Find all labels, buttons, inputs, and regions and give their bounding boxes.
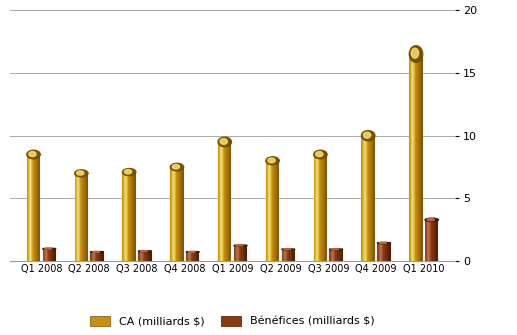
Ellipse shape bbox=[172, 164, 179, 169]
Ellipse shape bbox=[123, 169, 136, 176]
Ellipse shape bbox=[409, 46, 423, 62]
Ellipse shape bbox=[27, 150, 40, 159]
Ellipse shape bbox=[218, 137, 232, 147]
Ellipse shape bbox=[314, 150, 327, 159]
Ellipse shape bbox=[315, 151, 323, 157]
Ellipse shape bbox=[138, 251, 151, 252]
Ellipse shape bbox=[268, 158, 275, 163]
Ellipse shape bbox=[329, 249, 343, 250]
Ellipse shape bbox=[234, 245, 247, 246]
Ellipse shape bbox=[284, 249, 291, 250]
Ellipse shape bbox=[125, 170, 132, 174]
Ellipse shape bbox=[377, 242, 391, 244]
Ellipse shape bbox=[170, 163, 184, 171]
Ellipse shape bbox=[140, 251, 147, 252]
Ellipse shape bbox=[379, 243, 387, 244]
Ellipse shape bbox=[42, 248, 56, 249]
Legend: CA (milliards $), Bénéfices (milliards $): CA (milliards $), Bénéfices (milliards $… bbox=[86, 312, 379, 331]
Ellipse shape bbox=[411, 48, 419, 58]
Ellipse shape bbox=[266, 157, 279, 165]
Ellipse shape bbox=[77, 171, 84, 175]
Ellipse shape bbox=[363, 132, 371, 138]
Ellipse shape bbox=[44, 248, 52, 249]
Ellipse shape bbox=[282, 249, 295, 250]
Ellipse shape bbox=[425, 218, 438, 221]
Ellipse shape bbox=[29, 151, 36, 157]
Ellipse shape bbox=[361, 131, 375, 141]
Ellipse shape bbox=[220, 139, 227, 144]
Ellipse shape bbox=[236, 245, 243, 246]
Ellipse shape bbox=[331, 249, 339, 250]
Ellipse shape bbox=[74, 170, 88, 177]
Ellipse shape bbox=[427, 219, 434, 221]
